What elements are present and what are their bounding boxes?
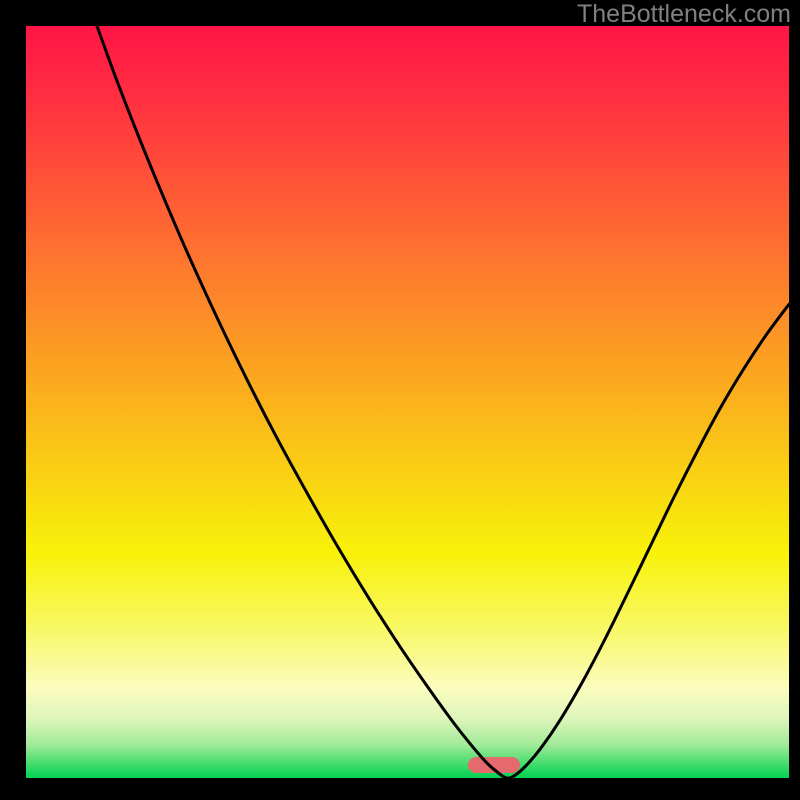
watermark-text: TheBottleneck.com xyxy=(577,0,791,29)
figure-root: TheBottleneck.com xyxy=(0,0,800,800)
bottleneck-curve xyxy=(26,26,789,778)
plot-area xyxy=(26,26,789,778)
